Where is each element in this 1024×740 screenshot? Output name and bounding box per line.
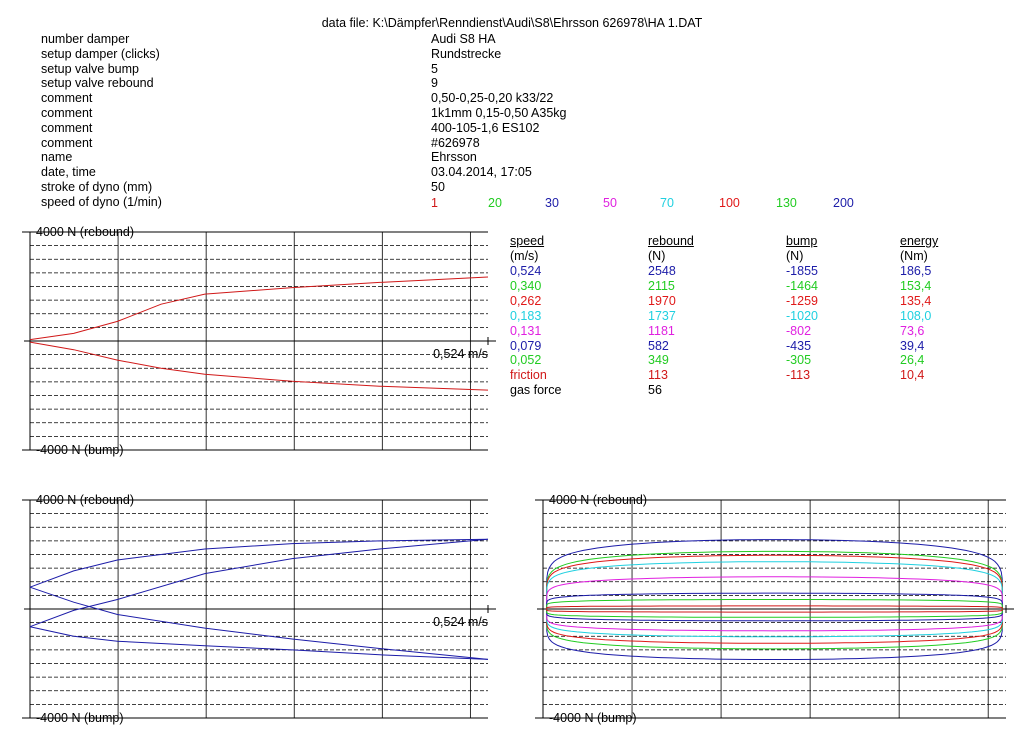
dyno-speed-value: 20 [488,196,502,210]
table-cell: -1020 [786,308,818,323]
y-axis-bottom-label: -4000 N (bump) [36,711,124,725]
table-header: bump [786,234,818,248]
metadata-value: Ehrsson [431,150,477,165]
table-cell: 135,4 [900,293,932,308]
table-cell: 2548 [648,264,676,278]
dyno-speed-value: 30 [545,196,559,210]
metadata-value: 03.04.2014, 17:05 [431,165,532,180]
table-cell: 153,4 [900,278,932,293]
metadata-value: 1k1mm 0,15-0,50 A35kg [431,106,567,120]
table-header: energy [900,234,939,248]
table-cell: 0,079 [510,338,542,353]
metadata-label: speed of dyno (1/min) [41,194,162,209]
table-cell: 2115 [648,278,675,293]
table-cell: 0,524 [510,264,542,278]
metadata-label: number damper [41,32,130,46]
force-displacement-chart: 4000 N (rebound) -4000 N (bump) [535,493,1014,725]
metadata-label: name [41,150,73,165]
y-axis-top-label: 4000 N (rebound) [36,225,134,239]
series-line [29,626,489,660]
metadata-label: comment [41,120,93,135]
table-cell: -1464 [786,278,818,293]
table-cell: -435 [786,338,812,353]
metadata-value: #626978 [431,135,480,150]
x-axis-end-label: 0,524 m/s [433,347,488,361]
series-line [29,341,489,391]
table-cell: 73,6 [900,323,925,338]
table-unit: (N) [648,249,666,263]
dyno-speed-value: 70 [660,196,674,210]
table-cell: 582 [648,338,669,353]
y-axis-top-label: 4000 N (rebound) [549,493,647,507]
table-cell: 349 [648,353,669,368]
metadata-value: 5 [431,61,438,76]
table-cell: gas force [510,383,562,398]
metadata-value: 50 [431,180,445,194]
metadata-label: setup valve bump [41,61,139,76]
series-line [29,538,489,588]
metadata-label: stroke of dyno (mm) [41,180,153,194]
table-cell: -1259 [786,293,818,308]
dyno-speed-value: 200 [833,196,854,210]
table-cell: 0,262 [510,293,542,308]
metadata-value: Rundstrecke [431,46,502,61]
metadata-label: setup valve rebound [41,76,154,91]
loop-line [545,599,1003,618]
table-cell: 108,0 [900,308,932,323]
dyno-speed-value: 130 [776,196,797,210]
data-file-path: K:\Dämpfer\Renndienst\Audi\S8\Ehrsson 62… [372,16,703,30]
table-cell: 0,183 [510,308,542,323]
series-line [29,276,489,341]
table-cell: 113 [648,368,668,383]
table-unit: (m/s) [510,249,539,263]
metadata-label: setup damper (clicks) [41,46,160,61]
table-cell: 26,4 [900,353,925,368]
dyno-speed-value: 1 [431,196,438,210]
table-cell: 1970 [648,293,676,308]
table-unit: (Nm) [900,249,928,263]
table-cell: friction [510,368,547,383]
x-axis-end-label: 0,524 m/s [433,615,488,629]
metadata-value: Audi S8 HA [431,32,496,46]
table-cell: 1181 [648,323,675,338]
table-cell: 1737 [648,308,676,323]
metadata-value: 9 [431,76,438,91]
table-cell: 10,4 [900,368,925,383]
metadata-value: 400-105-1,6 ES102 [431,120,540,135]
data-file-line: data file: K:\Dämpfer\Renndienst\Audi\S8… [0,16,1024,30]
metadata-label: comment [41,135,93,150]
table-cell: -1855 [786,264,818,278]
metadata-label: comment [41,91,93,106]
table-cell: 186,5 [900,264,932,278]
table-header: speed [510,234,545,248]
metadata-label: comment [41,106,93,120]
loop-line [545,605,1003,613]
y-axis-bottom-label: -4000 N (bump) [36,443,124,457]
table-cell: -113 [786,368,811,383]
table-header: rebound [648,234,694,248]
force-velocity-low-chart: 4000 N (rebound) -4000 N (bump) 0,524 m/s [22,225,496,457]
dyno-speed-value: 100 [719,196,740,210]
dyno-speed-value: 50 [603,196,617,210]
table-cell: 56 [648,383,662,398]
metadata-value: 0,50-0,25-0,20 k33/22 [431,91,554,106]
table-cell: 0,131 [510,323,542,338]
table-cell: 0,052 [510,353,542,368]
table-cell: -802 [786,323,812,338]
table-cell: -305 [786,353,812,368]
y-axis-top-label: 4000 N (rebound) [36,493,134,507]
metadata-label: date, time [41,165,96,180]
table-unit: (N) [786,249,804,263]
series-line [29,538,489,628]
data-file-label: data file: [321,16,369,30]
force-velocity-high-chart: 4000 N (rebound) -4000 N (bump) 0,524 m/s [22,493,496,725]
series-line [29,586,489,660]
table-cell: 39,4 [900,338,925,353]
y-axis-bottom-label: -4000 N (bump) [549,711,637,725]
table-cell: 0,340 [510,278,542,293]
